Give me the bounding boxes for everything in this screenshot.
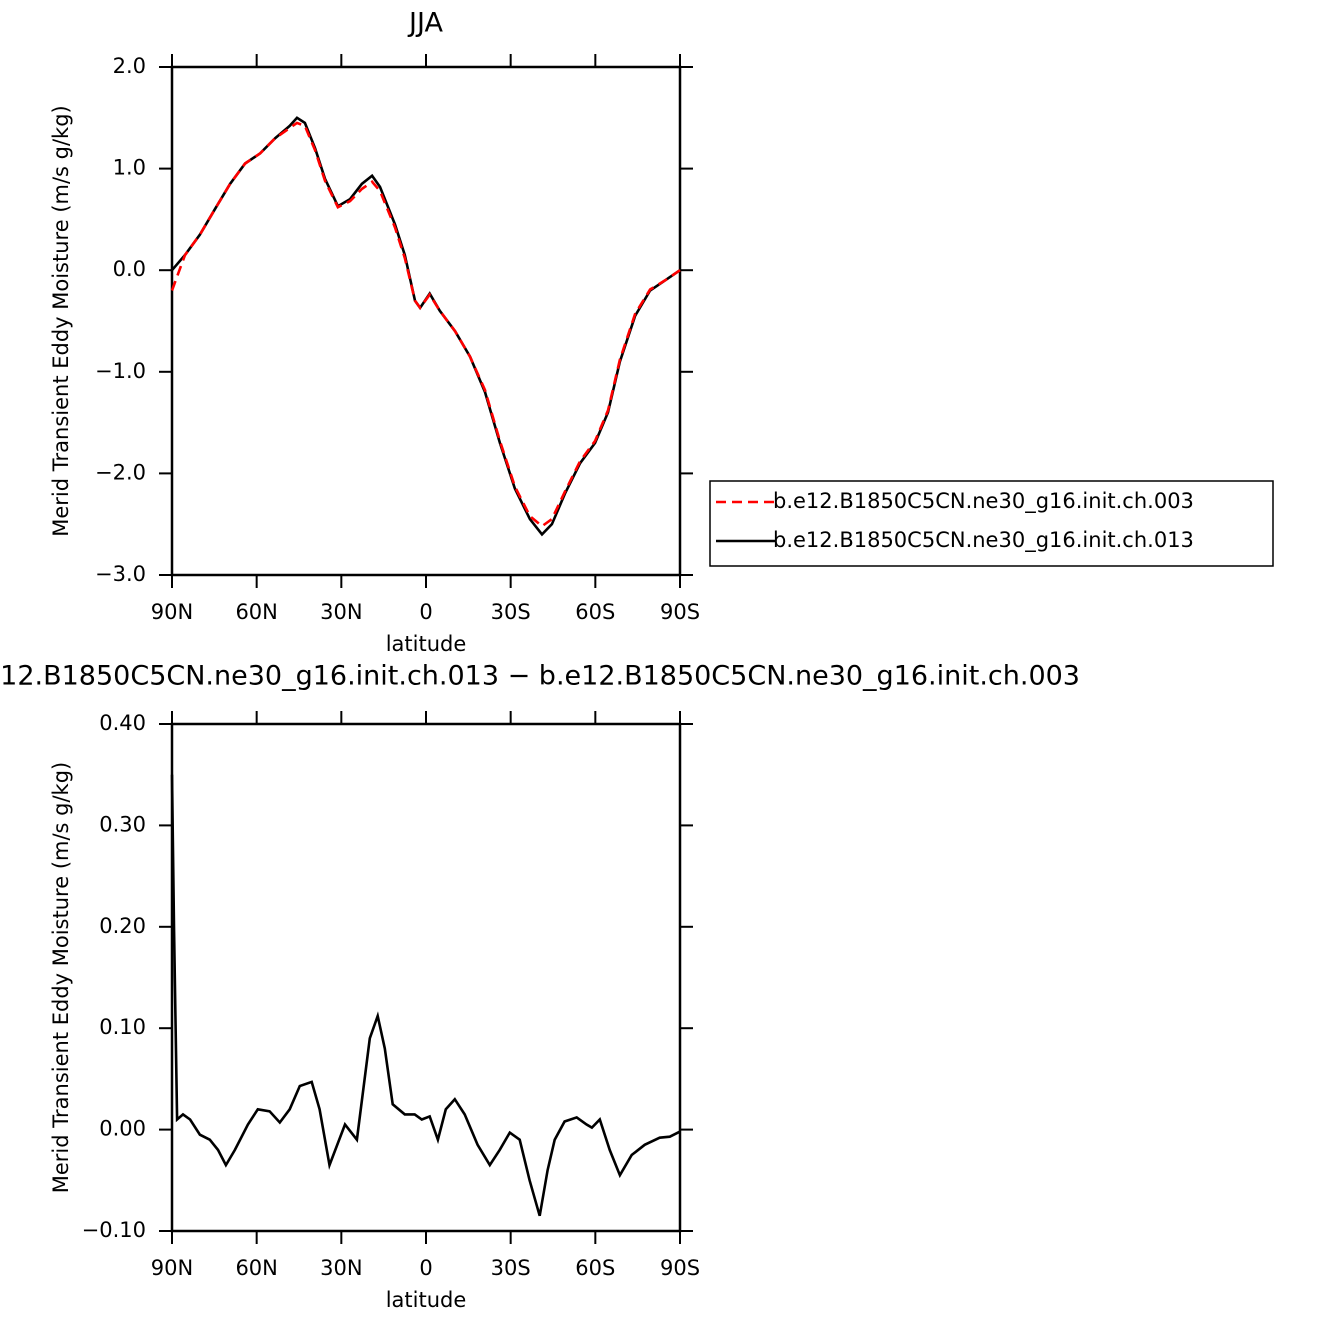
y-tick-label: 0.30 <box>99 812 146 836</box>
chart-title: b.e12.B1850C5CN.ne30_g16.init.ch.013 − b… <box>0 661 1080 692</box>
x-tick-label: 30N <box>320 600 362 624</box>
x-tick-label: 90S <box>660 600 700 624</box>
plot-frame <box>170 722 682 1233</box>
chart-title: JJA <box>407 8 443 39</box>
x-tick-label: 90N <box>151 600 193 624</box>
data-line <box>171 116 681 537</box>
legend-label: b.e12.B1850C5CN.ne30_g16.init.ch.003 <box>773 489 1194 514</box>
y-tick-label: −0.10 <box>82 1218 146 1242</box>
x-tick-label: 30S <box>491 600 531 624</box>
y-tick-label: 0.40 <box>99 711 146 735</box>
legend-box <box>709 480 1274 567</box>
x-tick-label: 30S <box>491 1256 531 1280</box>
y-tick-label: 1.0 <box>113 156 146 180</box>
x-tick-label: 60N <box>235 600 277 624</box>
plot-frame <box>170 65 682 577</box>
y-tick-label: −2.0 <box>95 460 146 484</box>
y-axis-label: Merid Transient Eddy Moisture (m/s g/kg) <box>49 762 73 1194</box>
x-tick-label: 0 <box>419 1256 432 1280</box>
data-line <box>170 121 681 528</box>
y-tick-label: 0.20 <box>99 914 146 938</box>
y-tick-label: 0.0 <box>113 257 146 281</box>
y-tick-label: 2.0 <box>113 54 146 78</box>
y-tick-label: −3.0 <box>95 562 146 586</box>
x-tick-label: 60S <box>575 600 615 624</box>
x-tick-label: 0 <box>419 600 432 624</box>
x-tick-label: 60S <box>575 1256 615 1280</box>
x-tick-label: 90S <box>660 1256 700 1280</box>
legend-label: b.e12.B1850C5CN.ne30_g16.init.ch.013 <box>773 528 1194 553</box>
x-axis-label: latitude <box>386 1288 467 1312</box>
x-tick-label: 60N <box>235 1256 277 1280</box>
data-line <box>170 774 681 1217</box>
y-tick-label: 0.00 <box>99 1117 146 1141</box>
y-axis-label: Merid Transient Eddy Moisture (m/s g/kg) <box>49 105 73 537</box>
x-axis-label: latitude <box>386 632 467 656</box>
y-tick-label: −1.0 <box>95 359 146 383</box>
x-tick-label: 90N <box>151 1256 193 1280</box>
x-tick-label: 30N <box>320 1256 362 1280</box>
y-tick-label: 0.10 <box>99 1015 146 1039</box>
